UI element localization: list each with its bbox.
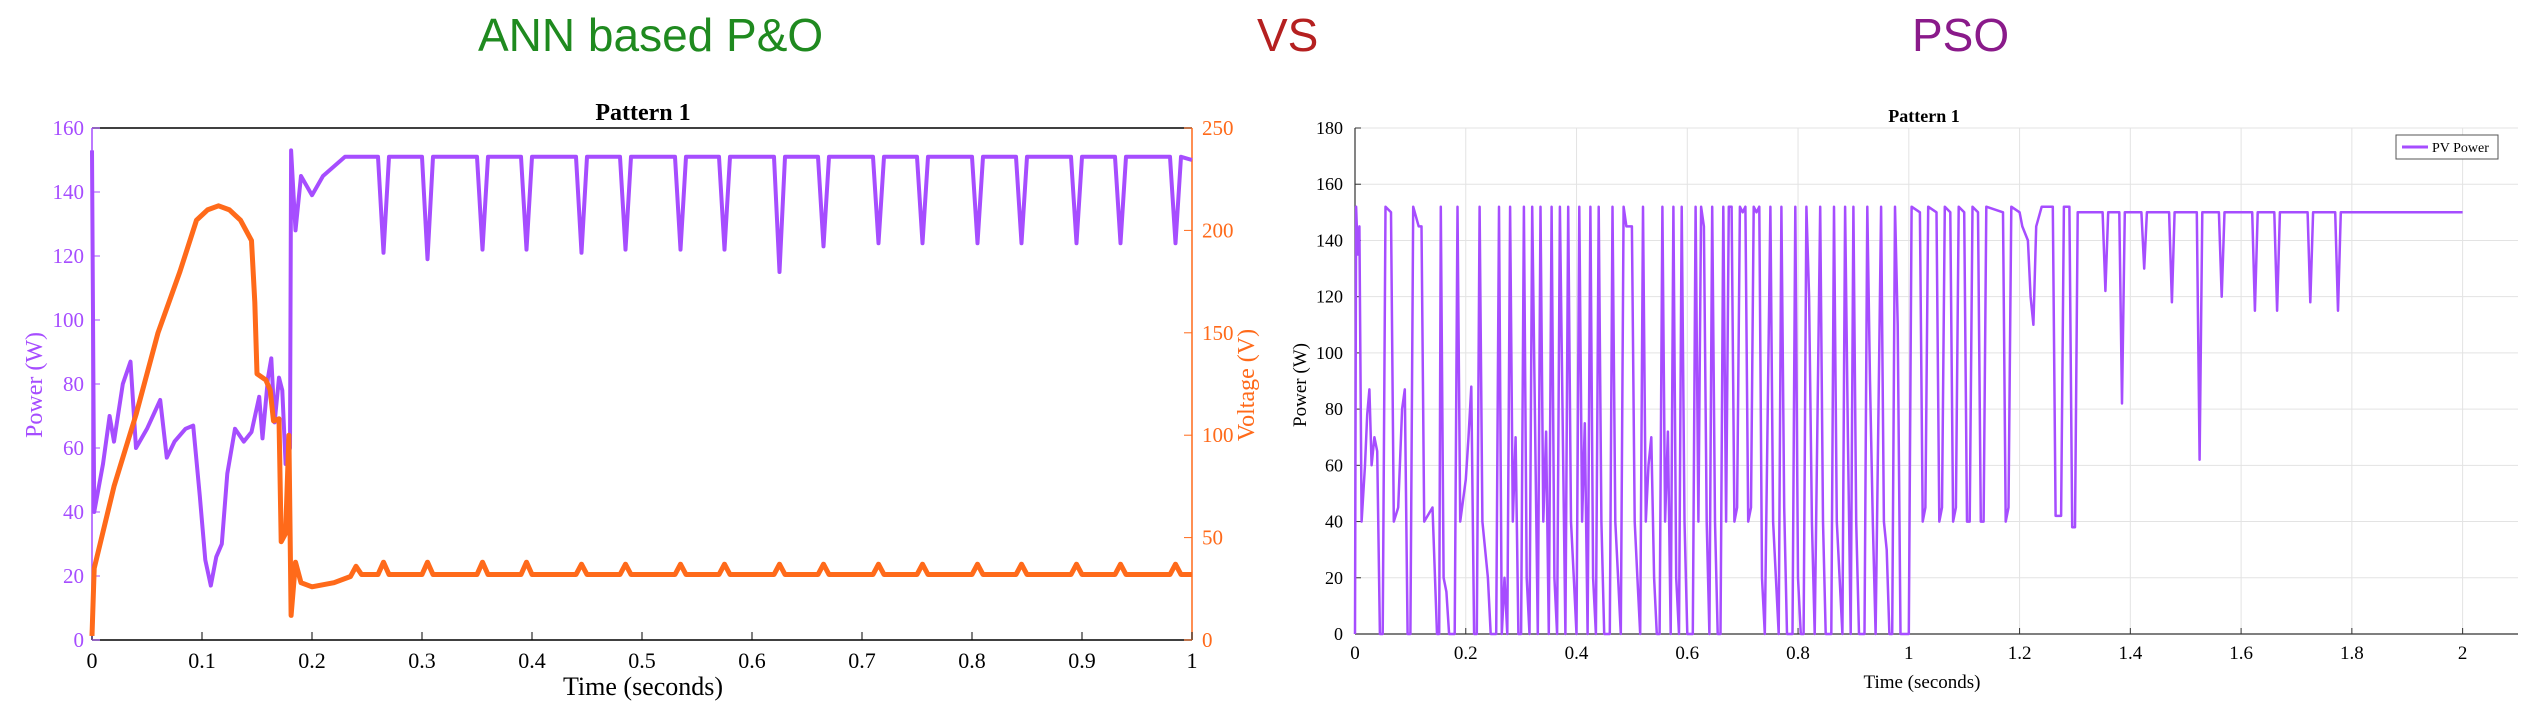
chart-left-power-series <box>90 148 1193 588</box>
chart-left-xlabel: Time (seconds) <box>563 672 723 701</box>
chart-right-ytick-label: 20 <box>1325 568 1343 588</box>
chart-left-y2tick-label: 0 <box>1202 628 1213 652</box>
chart-left-xtick-label: 1 <box>1187 648 1198 673</box>
chart-left-xtick-label: 0.3 <box>408 648 436 673</box>
chart-right-ytick-label: 0 <box>1334 624 1343 644</box>
chart-right-xtick-label: 0.8 <box>1786 643 1810 664</box>
chart-right-legend-label: PV Power <box>2432 141 2489 156</box>
chart-right-xtick-label: 1.4 <box>2118 643 2142 664</box>
chart-right-ytick-label: 60 <box>1325 455 1343 475</box>
chart-right-xtick-label: 1.2 <box>2008 643 2032 664</box>
chart-right-ytick-label: 160 <box>1316 174 1343 194</box>
chart-left-ytick-label: 0 <box>74 628 85 652</box>
chart-right-xtick-label: 0 <box>1350 643 1360 664</box>
chart-right-title: Pattern 1 <box>1888 106 1959 126</box>
chart-right-ytick-label: 80 <box>1325 399 1343 419</box>
chart-left-ytick-label: 120 <box>53 244 85 268</box>
chart-left-y2label: Voltage (V) <box>1234 329 1260 441</box>
chart-right-xtick-label: 1.6 <box>2229 643 2253 664</box>
chart-right-xtick-label: 0.4 <box>1565 643 1589 664</box>
chart-left-xtick-label: 0.9 <box>1068 648 1096 673</box>
chart-left-xtick-label: 0.2 <box>298 648 326 673</box>
chart-right-xtick-label: 1 <box>1904 643 1914 664</box>
chart-left-y2tick-label: 200 <box>1202 218 1234 242</box>
chart-left-ytick-label: 160 <box>53 116 85 140</box>
chart-right-xtick-label: 0.6 <box>1675 643 1699 664</box>
chart-left-ytick-label: 100 <box>53 308 85 332</box>
chart-left-title: Pattern 1 <box>595 100 690 126</box>
chart-left-xtick-label: 0.8 <box>958 648 986 673</box>
chart-right-ylabel: Power (W) <box>1290 343 1311 427</box>
chart-left-ytick-label: 140 <box>53 180 85 204</box>
chart-left-ytick-label: 60 <box>63 436 84 460</box>
header-pso-label: PSO <box>1912 9 2010 61</box>
chart-right-ytick-label: 140 <box>1316 230 1343 250</box>
header-ann-label: ANN based P&O <box>478 9 824 61</box>
chart-left-ytick-label: 80 <box>63 372 84 396</box>
chart-left-y2tick-label: 150 <box>1202 321 1234 345</box>
chart-left-xtick-label: 0.5 <box>628 648 656 673</box>
chart-right-ytick-label: 40 <box>1325 512 1343 532</box>
chart-right-ytick-label: 180 <box>1316 118 1343 138</box>
chart-right-ytick-label: 100 <box>1316 343 1343 363</box>
chart-right-ytick-label: 120 <box>1316 287 1343 307</box>
chart-left-xtick-label: 0.7 <box>848 648 876 673</box>
chart-left-ylabel: Power (W) <box>22 332 48 438</box>
chart-left-xtick-label: 0 <box>87 648 98 673</box>
chart-right-xtick-label: 1.8 <box>2340 643 2364 664</box>
chart-right-pv-power-series <box>1353 205 2463 636</box>
chart-right-xtick-label: 0.2 <box>1454 643 1478 664</box>
chart-right-xlabel: Time (seconds) <box>1864 672 1981 693</box>
chart-left-y2tick-label: 100 <box>1202 423 1234 447</box>
chart-left-xtick-label: 0.6 <box>738 648 766 673</box>
chart-right-xtick-label: 2 <box>2458 643 2468 664</box>
chart-left-xtick-label: 0.4 <box>518 648 546 673</box>
chart-left-voltage-series <box>89 203 1192 636</box>
chart-left-xtick-label: 0.1 <box>188 648 216 673</box>
chart-left-y2tick-label: 250 <box>1202 116 1234 140</box>
chart-left-ytick-label: 40 <box>63 500 84 524</box>
chart-left-ytick-label: 20 <box>63 564 84 588</box>
chart-left-y2tick-label: 50 <box>1202 526 1223 550</box>
header-vs-label: VS <box>1257 9 1319 61</box>
